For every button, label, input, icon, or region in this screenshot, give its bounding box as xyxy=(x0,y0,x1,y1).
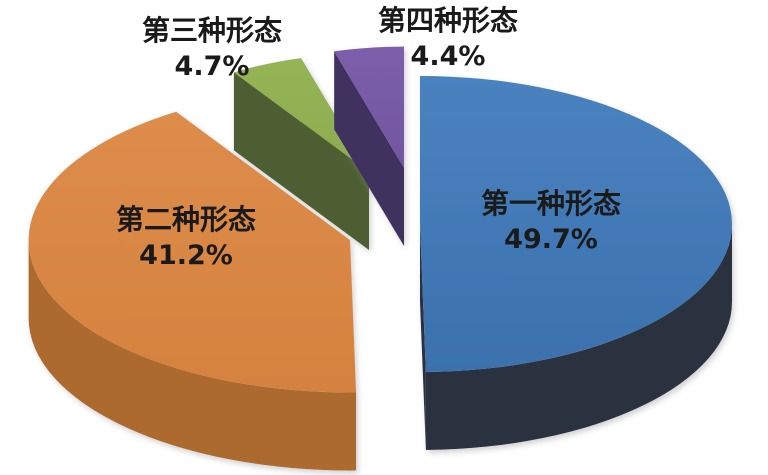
slice-1-top xyxy=(420,76,733,372)
slice-4-cut-face-start xyxy=(334,51,404,246)
slice-2-name: 第二种形态 xyxy=(115,203,256,236)
pie-slice-4 xyxy=(334,46,404,246)
slice-3-top xyxy=(233,58,369,172)
pie-slice-3 xyxy=(233,58,369,251)
chart-label-slice-2: 第二种形态 41.2% xyxy=(86,202,286,271)
slice-1-cut-face-end xyxy=(420,224,426,450)
slice-1-percent: 49.7% xyxy=(504,224,598,255)
slice-4-name: 第四种形态 xyxy=(377,4,518,37)
slice-3-name: 第三种形态 xyxy=(141,14,282,47)
slice-4-top xyxy=(334,46,404,168)
slice-3-percent: 4.7% xyxy=(174,51,250,82)
pie-slice-2 xyxy=(28,111,357,471)
chart-label-slice-3: 第三种形态 4.7% xyxy=(100,13,324,82)
slice-2-rim-wall xyxy=(28,240,357,471)
slice-2-percent: 41.2% xyxy=(139,240,233,271)
pie-slice-1 xyxy=(420,76,733,450)
chart-label-slice-1: 第一种形态 49.7% xyxy=(451,186,651,255)
slice-4-percent: 4.4% xyxy=(410,41,486,72)
chart-label-slice-4: 第四种形态 4.4% xyxy=(336,3,560,72)
slice-3-cut-face-start xyxy=(233,72,369,250)
slice-2-top xyxy=(28,111,357,393)
slice-1-rim-wall xyxy=(425,224,732,450)
slice-1-name: 第一种形态 xyxy=(480,187,621,220)
